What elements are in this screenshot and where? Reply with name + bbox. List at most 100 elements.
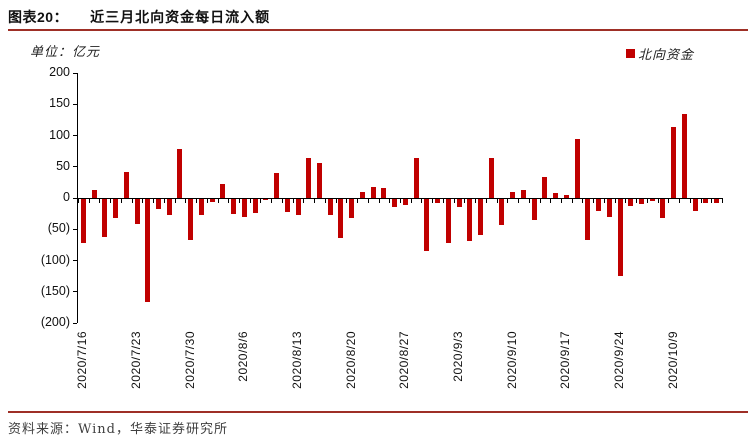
data-bar — [413, 158, 419, 198]
x-axis-tick — [153, 198, 155, 203]
figure-number-label: 图表20： — [8, 9, 69, 25]
x-axis-tick — [367, 198, 369, 203]
x-axis-tick — [99, 198, 101, 203]
y-axis-tick-label: 0 — [63, 190, 70, 204]
figure-header: 图表20： 近三月北向资金每日流入额 — [8, 7, 748, 27]
data-bar — [488, 158, 494, 198]
x-axis-tick — [528, 198, 530, 203]
x-axis-tick — [711, 198, 713, 203]
x-axis-tick — [453, 198, 455, 203]
x-axis-tick — [550, 198, 552, 203]
x-axis-tick — [120, 198, 122, 203]
x-axis-tick — [625, 198, 627, 203]
x-axis-tick — [464, 198, 466, 203]
x-axis-tick — [303, 198, 305, 203]
y-axis-tick-label: 50 — [56, 158, 70, 173]
data-bar — [478, 199, 483, 235]
data-bar — [574, 138, 580, 198]
data-bar — [606, 199, 612, 218]
x-axis-tick — [657, 198, 659, 203]
x-axis-date-label: 2020/7/16 — [75, 331, 90, 389]
data-bar — [596, 199, 602, 211]
x-axis-date-label: 2020/8/13 — [290, 331, 305, 389]
x-axis-tick — [292, 198, 294, 203]
x-axis-tick — [507, 198, 509, 203]
data-bar — [424, 199, 430, 251]
data-bar — [435, 199, 441, 203]
x-axis-tick — [281, 198, 283, 203]
plot-area: 200 150 100 50 0 (50) (100) (150) (200) 2020/7/16… — [41, 65, 723, 389]
data-bar — [263, 199, 269, 200]
y-axis-tick — [73, 291, 77, 293]
source-text: 资料来源：Wind，华泰证券研究所 — [8, 422, 228, 437]
data-bar — [327, 199, 333, 215]
y-axis-tick — [73, 322, 77, 324]
data-bar — [402, 199, 408, 206]
x-axis-tick — [432, 198, 434, 203]
data-bar — [563, 194, 569, 198]
data-bar — [338, 199, 344, 238]
x-axis-tick — [78, 198, 79, 203]
x-axis-tick — [668, 198, 670, 203]
x-axis-tick — [378, 198, 380, 203]
y-axis-tick-label: 150 — [49, 96, 70, 111]
data-bar — [542, 177, 548, 198]
data-bar — [274, 173, 280, 198]
x-axis-tick — [614, 198, 616, 203]
data-bar — [349, 199, 355, 219]
x-axis-tick — [421, 198, 423, 203]
x-axis-date-label: 2020/9/3 — [451, 331, 466, 382]
x-axis-tick — [582, 198, 584, 203]
figure-title: 近三月北向资金每日流入额 — [90, 9, 271, 25]
x-axis-date-label: 2020/9/10 — [504, 331, 519, 389]
x-axis-date-label: 2020/10/9 — [665, 331, 680, 389]
data-bar — [145, 199, 151, 303]
x-axis-tick — [593, 198, 595, 203]
data-bar — [649, 199, 655, 201]
x-axis-tick — [142, 198, 144, 203]
data-bar — [585, 199, 591, 241]
data-bar — [359, 191, 365, 198]
data-bar — [284, 199, 290, 212]
x-axis-tick — [357, 198, 359, 203]
x-axis-tick — [174, 198, 176, 203]
data-bar — [681, 113, 687, 198]
x-axis-date-label: 2020/9/17 — [558, 331, 573, 389]
x-axis-tick — [442, 198, 444, 203]
x-axis-date-label: 2020/7/23 — [129, 331, 144, 389]
data-bar — [123, 172, 129, 198]
data-bar — [220, 184, 226, 198]
x-axis-tick — [271, 198, 273, 203]
x-axis-tick — [163, 198, 165, 203]
x-axis-tick — [110, 198, 112, 203]
y-axis-tick-label: (150) — [40, 283, 70, 298]
x-axis-tick — [389, 198, 391, 203]
x-axis-tick — [249, 198, 251, 203]
data-bar — [102, 199, 108, 238]
data-bar — [306, 158, 312, 198]
unit-label: 单位：亿元 — [30, 45, 101, 60]
y-axis-tick-label: (100) — [40, 252, 70, 267]
footer-divider — [8, 411, 748, 413]
data-bar — [520, 189, 526, 198]
x-axis-tick — [217, 198, 219, 203]
data-bar — [166, 199, 172, 215]
x-axis-tick — [679, 198, 681, 203]
y-axis-tick — [73, 135, 77, 136]
y-axis-tick-label: 100 — [49, 127, 70, 142]
x-axis-date-label: 2020/7/30 — [182, 331, 197, 389]
data-bar — [617, 199, 623, 276]
data-bar — [241, 199, 247, 218]
data-bar — [134, 199, 140, 224]
x-axis-tick — [603, 198, 605, 203]
x-axis-tick — [314, 198, 316, 203]
x-axis-tick — [131, 198, 133, 203]
data-bar — [531, 199, 537, 220]
x-axis-tick — [196, 198, 198, 203]
data-bar — [671, 127, 677, 198]
y-axis-tick — [73, 228, 77, 230]
data-bar — [510, 191, 516, 198]
data-bar — [188, 199, 194, 241]
x-axis-tick — [561, 198, 562, 203]
x-axis-tick — [228, 198, 230, 203]
